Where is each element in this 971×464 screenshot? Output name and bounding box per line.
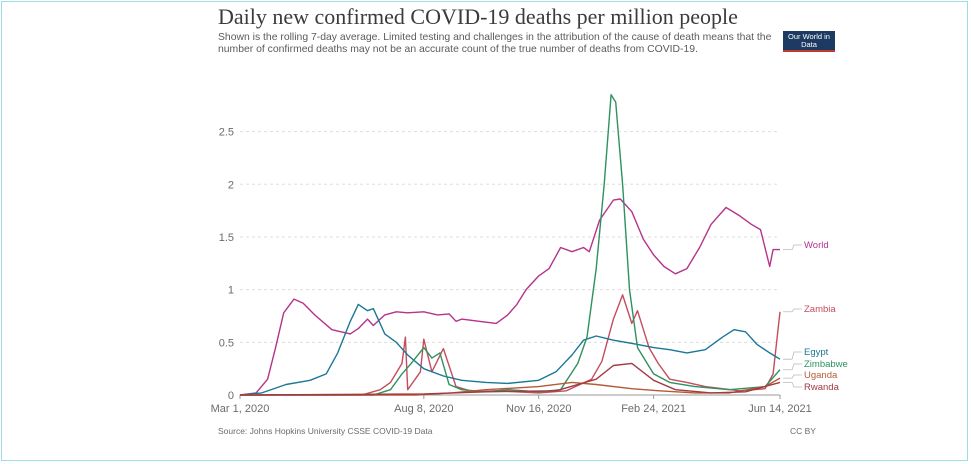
x-axis: Mar 1, 2020 Aug 8, 2020 Nov 16, 2020 Feb 24… <box>211 395 812 415</box>
chart-subtitle: Shown is the rolling 7-day average. Limi… <box>218 32 772 55</box>
series-line-world[interactable] <box>239 198 780 396</box>
series-line-zambia[interactable] <box>240 294 781 396</box>
series-lines <box>239 94 781 396</box>
label-connector <box>783 374 802 379</box>
label-connector <box>783 351 802 360</box>
series-label-zambia[interactable]: Zambia <box>804 304 836 315</box>
y-tick-label: 2 <box>228 179 234 191</box>
y-tick-label: 0 <box>228 390 234 402</box>
x-tick-label: Feb 24, 2021 <box>621 403 686 415</box>
x-tick-label: Jun 14, 2021 <box>748 403 812 415</box>
series-label-egypt[interactable]: Egypt <box>804 347 829 358</box>
series-label-rwanda[interactable]: Rwanda <box>804 382 840 393</box>
series-line-rwanda[interactable] <box>239 362 781 396</box>
series-line-egypt[interactable] <box>239 303 781 396</box>
license-link[interactable]: CC BY <box>790 426 816 436</box>
series-label-world[interactable]: World <box>804 240 829 251</box>
label-connector <box>783 381 802 388</box>
series-line-zimbabwe[interactable] <box>240 94 781 396</box>
y-axis: 0 0.5 1 1.5 2 2.5 <box>219 127 234 402</box>
label-connector <box>783 308 802 313</box>
y-tick-label: 2.5 <box>219 127 234 139</box>
owid-logo[interactable]: Our World in Data <box>783 31 835 52</box>
label-connector <box>783 244 802 251</box>
chart-title: Daily new confirmed COVID-19 deaths per … <box>218 4 738 29</box>
label-connector <box>783 363 802 371</box>
x-tick-label: Mar 1, 2020 <box>211 403 270 415</box>
x-tick-label: Aug 8, 2020 <box>394 403 453 415</box>
series-label-zimbabwe[interactable]: Zimbabwe <box>804 359 848 370</box>
x-tick-label: Nov 16, 2020 <box>506 403 571 415</box>
series-label-uganda[interactable]: Uganda <box>804 370 838 381</box>
source-note: Source: Johns Hopkins University CSSE CO… <box>218 426 433 436</box>
grid-lines <box>240 131 780 396</box>
y-tick-label: 1 <box>228 285 234 297</box>
y-tick-label: 1.5 <box>219 232 234 244</box>
y-tick-label: 0.5 <box>219 337 234 349</box>
